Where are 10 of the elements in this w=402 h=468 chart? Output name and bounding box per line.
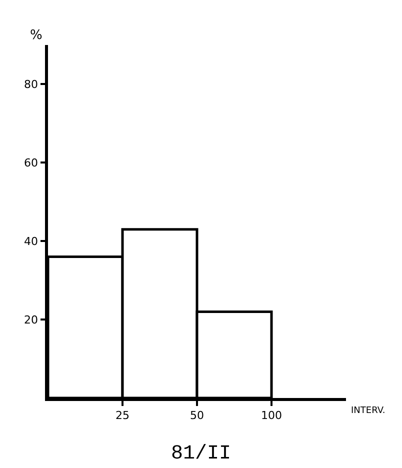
text: 81/II <box>170 442 232 466</box>
y-tick-label: 60 <box>24 156 38 170</box>
x-axis-title: INTERV. <box>351 406 386 416</box>
y-tick-label: 40 <box>24 234 38 248</box>
y-tick-label: 80 <box>24 78 38 92</box>
y-tick-label: 20 <box>24 313 38 326</box>
x-tick-label: 25 <box>116 408 130 422</box>
y-axis-title: % <box>30 28 42 43</box>
x-tick-label: 50 <box>190 408 204 422</box>
x-tick-label: 100 <box>261 408 282 422</box>
